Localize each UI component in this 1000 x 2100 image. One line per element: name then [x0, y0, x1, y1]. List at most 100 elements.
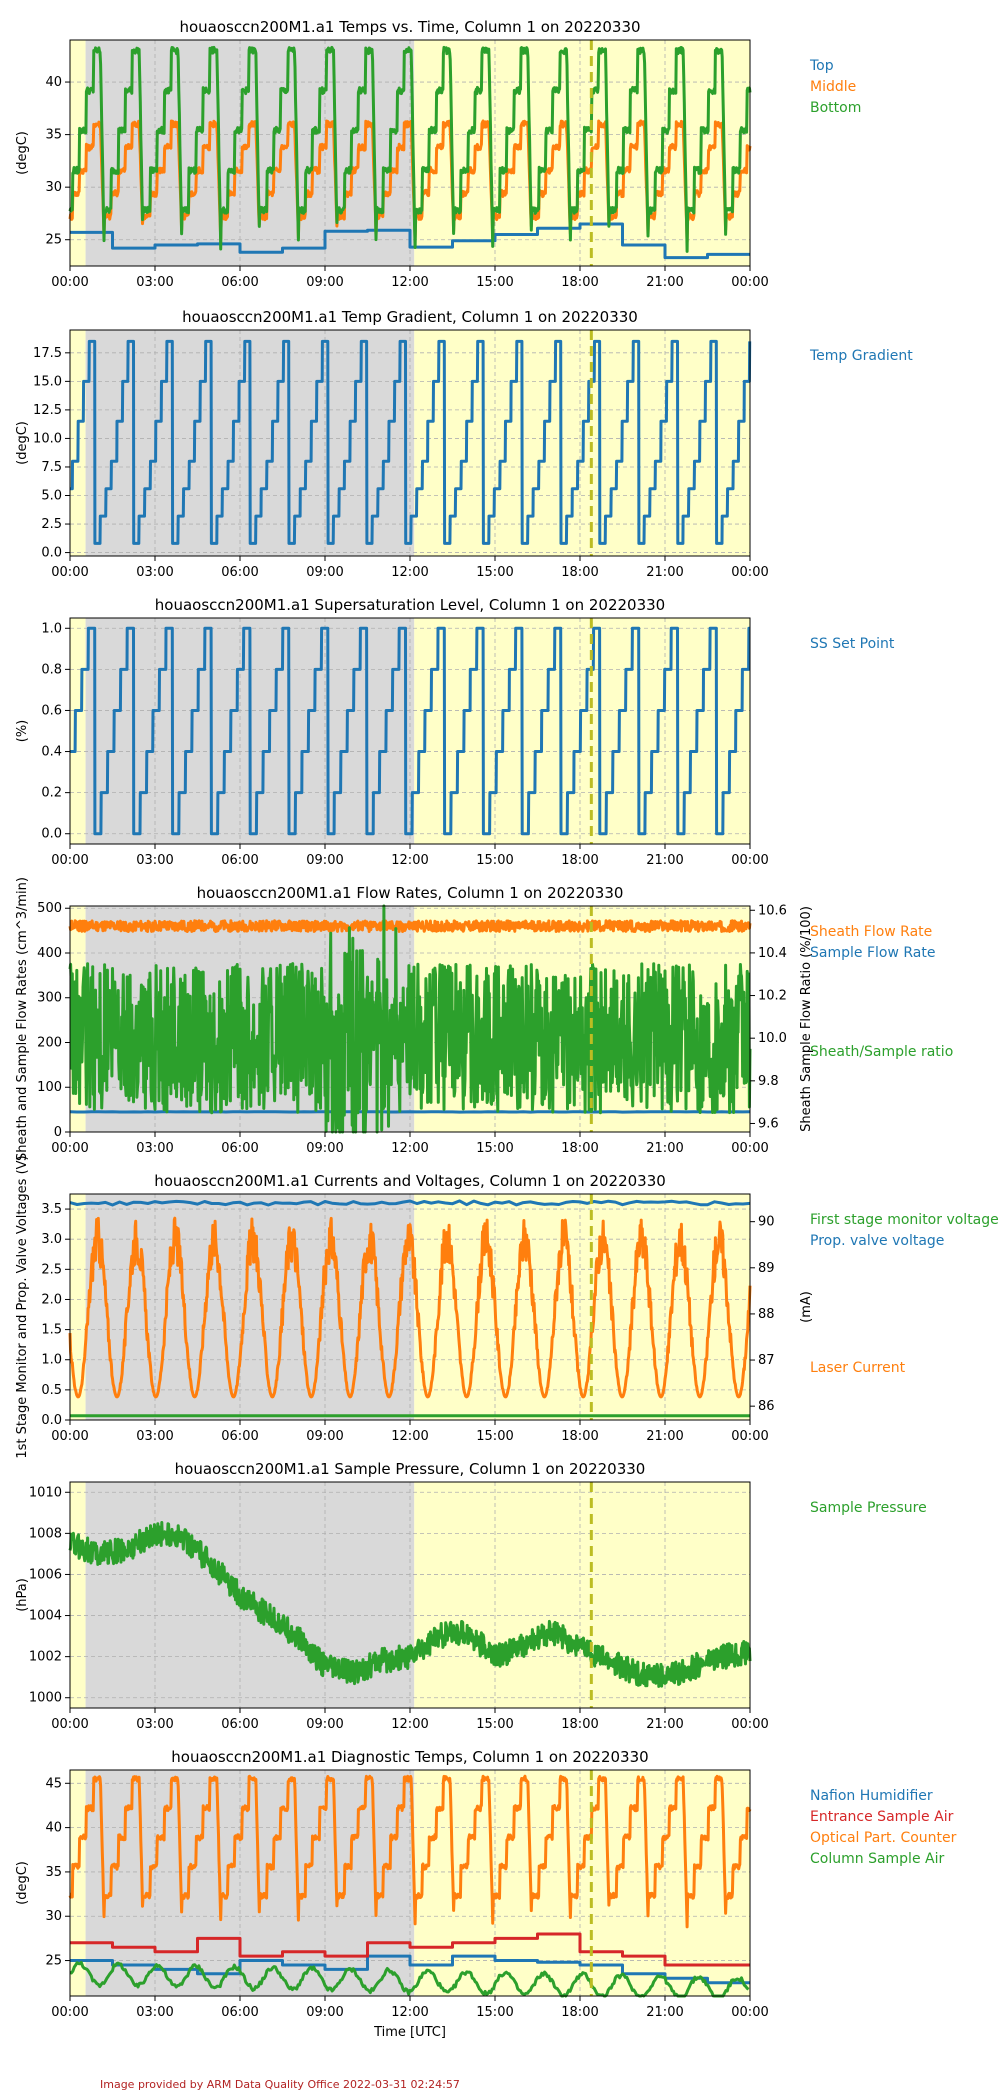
series-line: [69, 1199, 751, 1207]
y-tick-label: 2.0: [41, 1292, 62, 1307]
y-tick-label: 1002: [29, 1650, 62, 1665]
x-tick-label: 12:00: [391, 1141, 428, 1156]
y-axis-label: Sheath and Sample Flow Rates (cm^3/min): [15, 877, 30, 1161]
x-tick-label: 21:00: [646, 853, 683, 868]
x-tick-label: 03:00: [136, 2005, 173, 2020]
y-tick-label: 45: [45, 1776, 62, 1791]
chart-title: houaosccn200M1.a1 Supersaturation Level,…: [155, 596, 665, 614]
x-tick-label: 00:00: [731, 2005, 768, 2020]
legend-entry: Sheath/Sample ratio: [810, 1044, 953, 1060]
series-line: [69, 1961, 750, 1998]
y-tick-label: 17.5: [33, 346, 62, 361]
legend-entry: Entrance Sample Air: [810, 1809, 954, 1825]
y-tick-label: 35: [45, 1865, 62, 1880]
y-axis-label: (%): [15, 720, 30, 743]
y-axis-label: (degC): [15, 1861, 30, 1905]
x-tick-label: 00:00: [731, 1717, 768, 1732]
y-tick-label: 7.5: [41, 460, 62, 475]
y-tick-label-right: 10.4: [758, 946, 787, 961]
y-tick-label-right: 10.0: [758, 1031, 787, 1046]
legend-entry: Bottom: [810, 100, 861, 116]
x-tick-label: 09:00: [306, 275, 343, 290]
legend-entry: SS Set Point: [810, 636, 895, 652]
x-tick-label: 03:00: [136, 853, 173, 868]
y-tick-label-right: 90: [758, 1215, 775, 1230]
y-axis-label-right: Sheath Sample Flow Ratio (%/100): [799, 906, 814, 1132]
y-tick-label: 40: [45, 1821, 62, 1836]
y-tick-label: 0.4: [41, 745, 62, 760]
x-tick-label: 06:00: [221, 275, 258, 290]
y-tick-label: 3.0: [41, 1232, 62, 1247]
y-axis-label-right: (mA): [799, 1291, 814, 1323]
x-tick-label: 12:00: [391, 853, 428, 868]
series-line: [68, 626, 751, 836]
x-tick-label: 18:00: [561, 275, 598, 290]
x-tick-label: 00:00: [51, 275, 88, 290]
y-tick-label: 40: [45, 75, 62, 90]
x-tick-label: 00:00: [731, 275, 768, 290]
legend-entry: Optical Part. Counter: [810, 1830, 957, 1846]
shade-day: [414, 40, 750, 266]
y-tick-label: 200: [37, 1035, 62, 1050]
x-tick-label: 00:00: [51, 565, 88, 580]
x-tick-label: 00:00: [731, 1429, 768, 1444]
x-tick-label: 00:00: [51, 853, 88, 868]
chart-title: houaosccn200M1.a1 Currents and Voltages,…: [154, 1172, 666, 1190]
x-tick-label: 03:00: [136, 1717, 173, 1732]
series-line: [68, 1521, 752, 1688]
y-axis-label: (hPa): [15, 1578, 30, 1612]
x-tick-label: 15:00: [476, 2005, 513, 2020]
legend-entry: Sample Flow Rate: [810, 945, 935, 961]
y-tick-label: 100: [37, 1080, 62, 1095]
x-tick-label: 09:00: [306, 1429, 343, 1444]
x-tick-label: 21:00: [646, 1717, 683, 1732]
y-tick-label: 1004: [29, 1609, 62, 1624]
series-line: [70, 1954, 750, 1985]
y-tick-label-right: 10.6: [758, 903, 787, 918]
chart-title: houaosccn200M1.a1 Temps vs. Time, Column…: [179, 18, 640, 36]
y-tick-label-right: 86: [758, 1399, 775, 1414]
y-tick-label: 1006: [29, 1567, 62, 1582]
x-tick-label: 15:00: [476, 1429, 513, 1444]
x-tick-label: 03:00: [136, 565, 173, 580]
y-tick-label: 0.0: [41, 546, 62, 561]
x-tick-label: 00:00: [51, 1717, 88, 1732]
x-tick-label: 09:00: [306, 1141, 343, 1156]
series-line: [68, 1216, 752, 1399]
x-tick-label: 06:00: [221, 1141, 258, 1156]
chart-panel: 00:00 03:00 06:00 09:00 12:00 15:00 18:00 21:00…: [15, 1748, 957, 2020]
x-tick-label: 09:00: [306, 565, 343, 580]
y-tick-label: 1.0: [41, 1353, 62, 1368]
x-tick-label: 21:00: [646, 2005, 683, 2020]
chart-title: houaosccn200M1.a1 Sample Pressure, Colum…: [175, 1460, 646, 1478]
chart-title: houaosccn200M1.a1 Diagnostic Temps, Colu…: [171, 1748, 648, 1766]
legend-entry: Middle: [810, 79, 856, 95]
x-tick-label: 09:00: [306, 2005, 343, 2020]
y-tick-label-right: 88: [758, 1307, 775, 1322]
x-tick-label: 18:00: [561, 1717, 598, 1732]
legend-entry: Nafion Humidifier: [810, 1788, 933, 1804]
y-axis-label: (degC): [15, 421, 30, 465]
y-tick-label-right: 9.6: [758, 1116, 779, 1131]
legend-entry: First stage monitor voltage: [810, 1212, 999, 1228]
y-tick-label: 12.5: [33, 403, 62, 418]
x-tick-label: 12:00: [391, 1429, 428, 1444]
x-tick-label: 00:00: [731, 1141, 768, 1156]
shade-day: [414, 1770, 750, 1996]
y-tick-label: 1000: [29, 1691, 62, 1706]
y-tick-label: 0.2: [41, 786, 62, 801]
y-tick-label: 400: [37, 946, 62, 961]
y-tick-label: 2.5: [41, 1262, 62, 1277]
y-tick-label: 300: [37, 991, 62, 1006]
y-tick-label: 1.5: [41, 1323, 62, 1338]
series-line: [70, 222, 750, 260]
chart-panel: 00:00 03:00 06:00 09:00 12:00 15:00 18:00 21:00…: [15, 596, 895, 868]
x-tick-label: 03:00: [136, 275, 173, 290]
y-tick-label: 15.0: [33, 374, 62, 389]
chart-panel: 00:00 03:00 06:00 09:00 12:00 15:00 18:00 21:00…: [15, 18, 861, 290]
y-tick-label: 25: [45, 233, 62, 248]
series-line: [68, 45, 752, 253]
x-tick-label: 00:00: [51, 1429, 88, 1444]
series-line: [70, 1932, 750, 1967]
